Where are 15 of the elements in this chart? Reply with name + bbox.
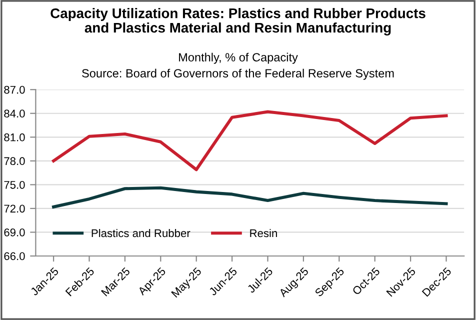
y-tick-label: 72.0 bbox=[4, 204, 25, 213]
source-note: Source: Board of Governors of the Federal Reserve System bbox=[82, 68, 394, 80]
y-tick-label: 66.0 bbox=[4, 252, 25, 260]
chart-title: Capacity Utilization Rates: Plastics and Rubber Products and Plastics Material and Resin Manufacturing bbox=[50, 8, 426, 36]
line-series bbox=[52, 186, 448, 208]
y-tick-label: 81.0 bbox=[4, 133, 25, 142]
y-tick-label: 84.0 bbox=[4, 110, 25, 118]
y-tick-label: 75.0 bbox=[4, 180, 25, 189]
y-tick-label: 87.0 bbox=[4, 86, 25, 94]
legend-label: Plastics and Rubber bbox=[92, 228, 190, 238]
line-series bbox=[52, 110, 448, 172]
y-tick-label: 69.0 bbox=[4, 228, 25, 236]
legend-label: Resin bbox=[250, 228, 277, 238]
chart-subtitle: Monthly, % of Capacity bbox=[179, 52, 298, 64]
y-tick-label: 78.0 bbox=[4, 157, 25, 166]
